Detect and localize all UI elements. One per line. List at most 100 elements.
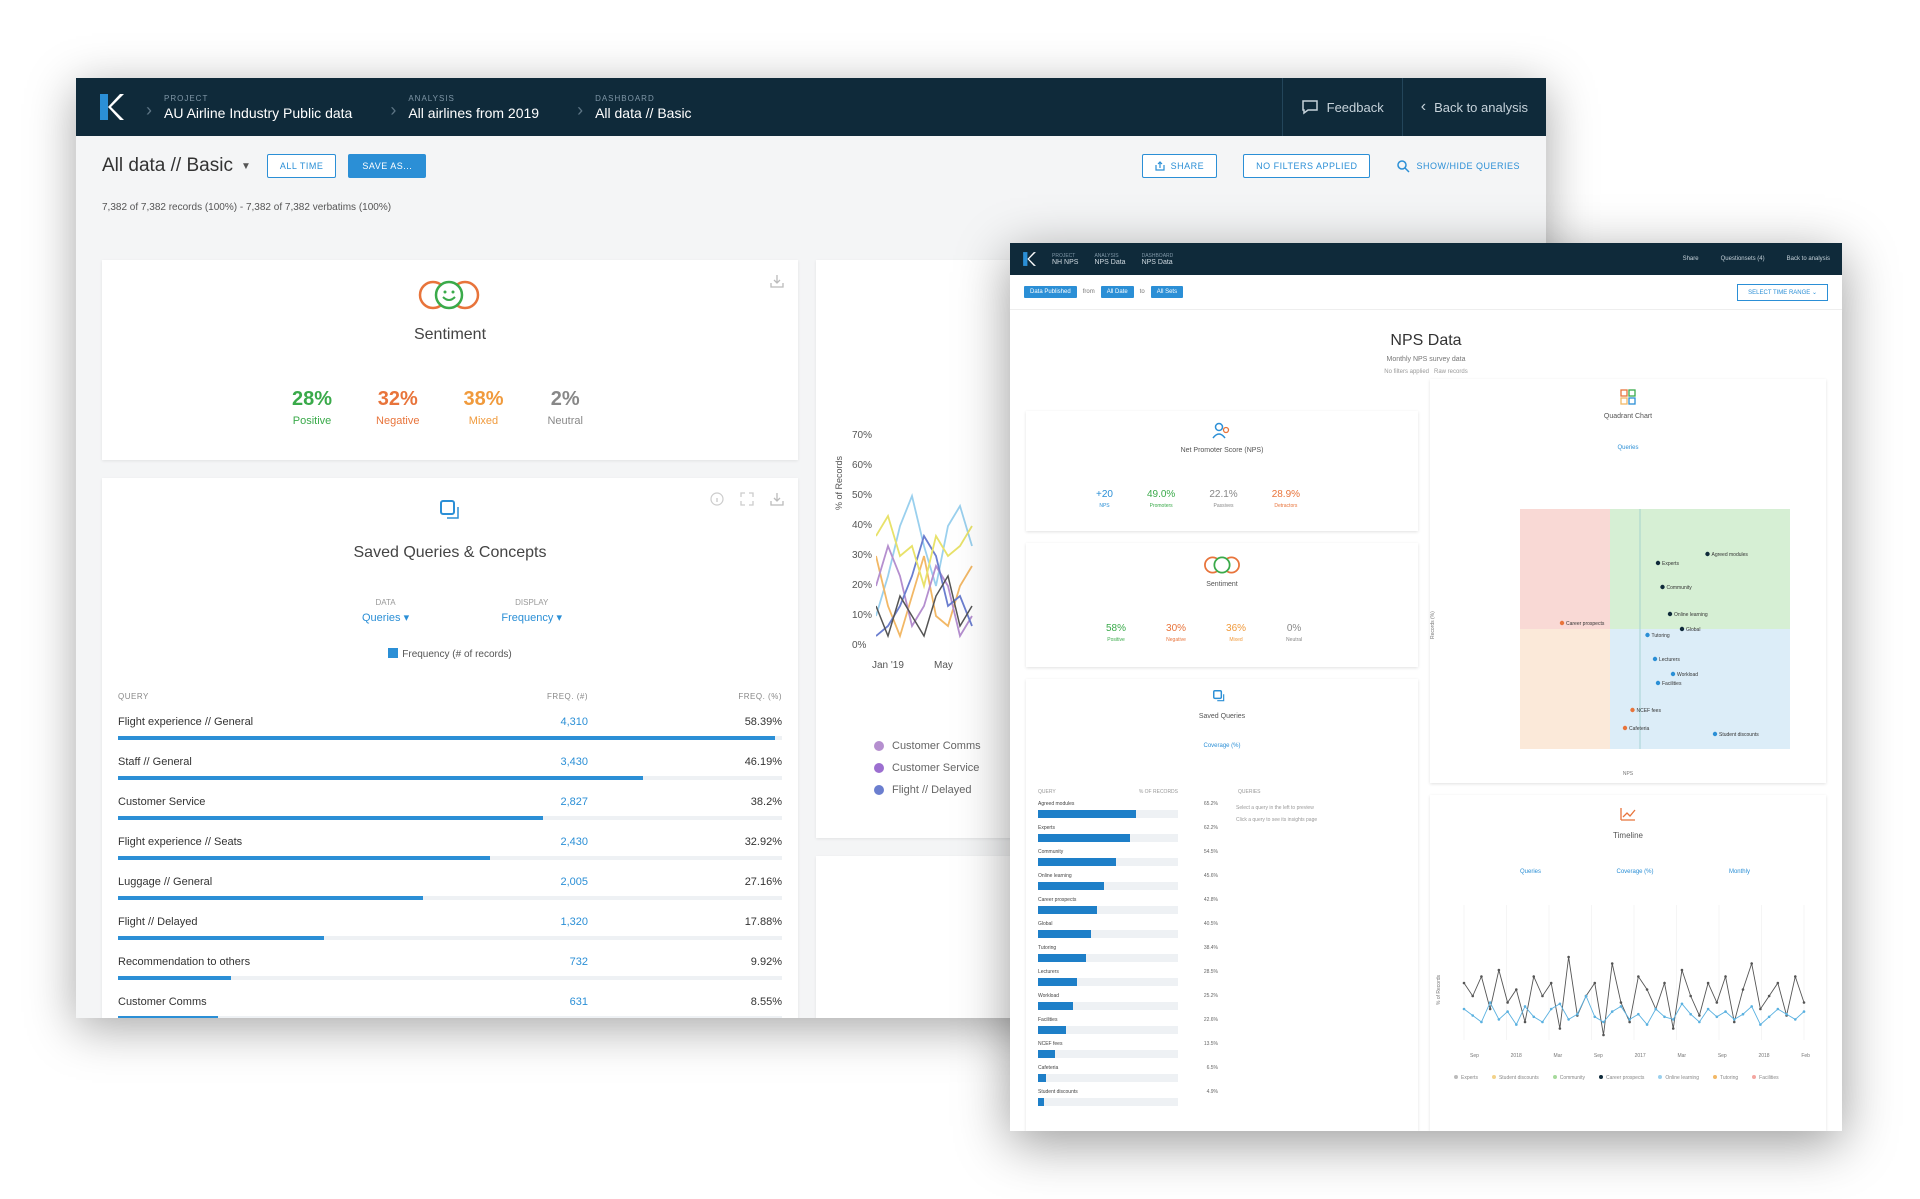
table-row[interactable]: Lecturers 28.5% bbox=[1038, 969, 1218, 991]
breadcrumb-dashboard[interactable]: DASHBOARD NPS Data bbox=[1142, 253, 1174, 266]
legend-item[interactable]: Tutoring bbox=[1713, 1075, 1738, 1081]
data-selector[interactable]: DATA Queries ▾ bbox=[362, 598, 409, 624]
table-row[interactable]: Student discounts 4.9% bbox=[1038, 1089, 1218, 1111]
legend-item[interactable]: Flight // Delayed bbox=[874, 784, 981, 796]
table-row[interactable]: Experts 62.2% bbox=[1038, 825, 1218, 847]
breadcrumb-dashboard[interactable]: DASHBOARD All data // Basic bbox=[577, 94, 692, 121]
show-hide-queries-link[interactable]: SHOW/HIDE QUERIES bbox=[1396, 159, 1520, 173]
legend-item[interactable]: Facilities bbox=[1752, 1075, 1779, 1081]
table-row[interactable]: Community 54.5% bbox=[1038, 849, 1218, 871]
date-chip[interactable]: All Date bbox=[1100, 286, 1134, 298]
breadcrumb-analysis[interactable]: ANALYSIS All airlines from 2019 bbox=[390, 94, 539, 121]
queries-selector[interactable]: Queries bbox=[1520, 869, 1542, 875]
query-freq[interactable]: 2,430 bbox=[560, 836, 588, 848]
legend-label: Career prospects bbox=[1606, 1075, 1645, 1081]
stat-value: 28% bbox=[292, 388, 333, 410]
back-to-analysis-link[interactable]: Back to analysis bbox=[1786, 256, 1830, 262]
breadcrumb-project[interactable]: PROJECT AU Airline Industry Public data bbox=[146, 94, 352, 121]
legend-item[interactable]: Online learning bbox=[1658, 1075, 1699, 1081]
legend-item[interactable]: Community bbox=[1552, 1075, 1585, 1081]
quadrant-point[interactable]: Tutoring bbox=[1645, 632, 1670, 639]
display-selector[interactable]: DISPLAY Frequency ▾ bbox=[501, 598, 562, 624]
query-pct: 58.39% bbox=[744, 716, 782, 728]
table-row[interactable]: Flight experience // General 4,310 58.39% bbox=[118, 710, 782, 750]
query-freq[interactable]: 732 bbox=[569, 956, 588, 968]
table-row[interactable]: Flight // Delayed 1,320 17.88% bbox=[118, 910, 782, 950]
quadrant-point[interactable]: Agreed modules bbox=[1705, 551, 1749, 558]
legend-item[interactable]: Experts bbox=[1454, 1075, 1478, 1081]
app-logo-icon[interactable] bbox=[98, 92, 124, 122]
series-point bbox=[1785, 1012, 1788, 1016]
all-time-button[interactable]: ALL TIME bbox=[266, 154, 337, 178]
questionsets-link[interactable]: Questionsets (4) bbox=[1720, 256, 1765, 262]
quadrant-point[interactable]: Lecturers bbox=[1652, 656, 1681, 663]
table-row[interactable]: Tutoring 38.4% bbox=[1038, 945, 1218, 967]
save-as-button[interactable]: SAVE AS... bbox=[348, 154, 427, 178]
query-freq[interactable]: 4,310 bbox=[560, 716, 588, 728]
chevron-down-icon[interactable]: ▼ bbox=[240, 160, 251, 172]
breadcrumb-project[interactable]: PROJECT NH NPS bbox=[1052, 253, 1078, 266]
quadrant-point[interactable]: Facilities bbox=[1655, 680, 1682, 687]
query-freq[interactable]: 2,005 bbox=[560, 876, 588, 888]
sentiment-stat: 28% Positive bbox=[292, 388, 332, 427]
share-button[interactable]: SHARE bbox=[1141, 154, 1218, 178]
no-filters-button[interactable]: NO FILTERS APPLIED bbox=[1243, 154, 1371, 178]
query-freq[interactable]: 2,827 bbox=[560, 796, 588, 808]
table-row[interactable]: Luggage // General 2,005 27.16% bbox=[118, 870, 782, 910]
quadrant-point[interactable]: Student discounts bbox=[1712, 731, 1759, 738]
point-label: NCEF fees bbox=[1637, 708, 1662, 714]
quadrant-point[interactable]: Workload bbox=[1670, 671, 1698, 678]
stat-value: 28.9% bbox=[1271, 489, 1301, 500]
quadrant-point[interactable]: Community bbox=[1660, 584, 1692, 591]
query-freq[interactable]: 631 bbox=[569, 996, 588, 1008]
app-logo-icon[interactable] bbox=[1022, 251, 1036, 267]
data-selector[interactable]: Coverage (%) bbox=[1203, 743, 1241, 749]
quadrant-point[interactable]: Experts bbox=[1655, 560, 1680, 567]
table-row[interactable]: Online learning 45.6% bbox=[1038, 873, 1218, 895]
table-row[interactable]: Cafeteria 6.5% bbox=[1038, 1065, 1218, 1087]
back-to-analysis-button[interactable]: ‹ Back to analysis bbox=[1401, 78, 1546, 136]
table-row[interactable]: Career prospects 42.8% bbox=[1038, 897, 1218, 919]
legend-item[interactable]: Customer Service bbox=[874, 762, 981, 774]
legend-item[interactable]: Student discounts bbox=[1491, 1075, 1539, 1081]
resolution-selector[interactable]: Monthly bbox=[1728, 869, 1750, 875]
table-row[interactable]: Workload 25.2% bbox=[1038, 993, 1218, 1015]
col-pct[interactable]: FREQ. (%) bbox=[738, 692, 782, 701]
coverage-selector[interactable]: Coverage (%) bbox=[1616, 869, 1654, 875]
time-range-select[interactable]: SELECT TIME RANGE ⌄ bbox=[1737, 283, 1828, 301]
share-link[interactable]: Share bbox=[1682, 256, 1699, 262]
coverage-bar bbox=[1038, 906, 1097, 914]
table-row[interactable]: Customer Service 2,827 38.2% bbox=[118, 790, 782, 830]
table-row[interactable]: Staff // General 3,430 46.19% bbox=[118, 750, 782, 790]
download-icon[interactable] bbox=[770, 492, 784, 506]
sets-chip[interactable]: All Sets bbox=[1150, 286, 1184, 298]
quadrant-point[interactable]: Cafeteria bbox=[1622, 725, 1650, 732]
quadrant-point[interactable]: NCEF fees bbox=[1630, 707, 1662, 714]
legend-item[interactable]: Customer Comms bbox=[874, 740, 981, 752]
series-point bbox=[1480, 1020, 1483, 1024]
expand-icon[interactable] bbox=[740, 492, 754, 506]
col-freq[interactable]: FREQ. (#) bbox=[547, 692, 588, 701]
quadrant-point[interactable]: Online learning bbox=[1667, 611, 1708, 618]
point-label: Agreed modules bbox=[1712, 552, 1749, 558]
legend-item[interactable]: Career prospects bbox=[1599, 1075, 1644, 1081]
table-row[interactable]: Agreed modules 65.2% bbox=[1038, 801, 1218, 823]
query-name: Customer Comms bbox=[118, 996, 207, 1008]
quadrant-point[interactable]: Global bbox=[1679, 626, 1701, 633]
page-title[interactable]: All data // Basic bbox=[102, 155, 233, 176]
table-row[interactable]: Global 40.5% bbox=[1038, 921, 1218, 943]
breadcrumb-analysis[interactable]: ANALYSIS NPS Data bbox=[1094, 253, 1125, 266]
feedback-button[interactable]: Feedback bbox=[1281, 78, 1402, 136]
download-icon[interactable] bbox=[770, 274, 784, 288]
table-row[interactable]: Recommendation to others 732 9.92% bbox=[118, 950, 782, 990]
quadrant-point[interactable]: Career prospects bbox=[1559, 620, 1605, 627]
table-row[interactable]: Customer Comms 631 8.55% bbox=[118, 990, 782, 1018]
table-row[interactable]: Flight experience // Seats 2,430 32.92% bbox=[118, 830, 782, 870]
data-selector[interactable]: Queries bbox=[1617, 445, 1639, 451]
table-row[interactable]: Facilities 22.6% bbox=[1038, 1017, 1218, 1039]
info-icon[interactable] bbox=[710, 492, 724, 506]
query-freq[interactable]: 1,320 bbox=[560, 916, 588, 928]
published-chip[interactable]: Data Published bbox=[1024, 286, 1077, 298]
table-row[interactable]: NCEF fees 13.5% bbox=[1038, 1041, 1218, 1063]
query-freq[interactable]: 3,430 bbox=[560, 756, 588, 768]
